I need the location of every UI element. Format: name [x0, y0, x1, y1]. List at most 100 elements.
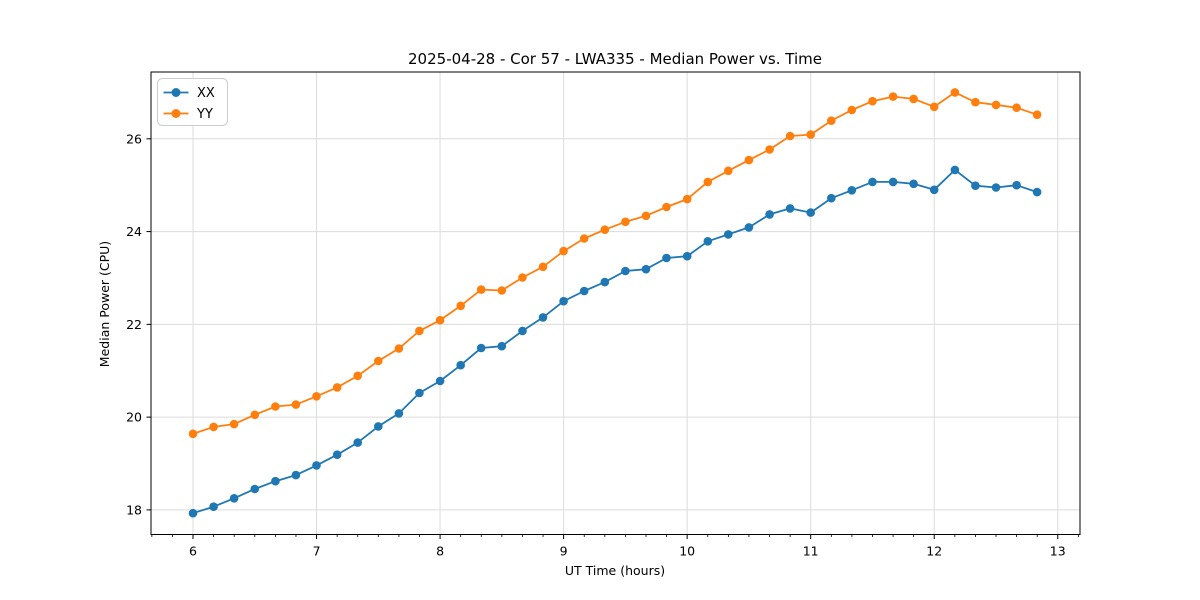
series-xx-marker: [229, 494, 239, 503]
legend: XX YY: [157, 78, 228, 126]
series-xx-marker: [188, 508, 198, 518]
x-tick-label: 10: [679, 544, 695, 559]
x-tick-label: 8: [436, 544, 444, 559]
series-xx-marker: [209, 502, 218, 512]
series-yy-marker: [991, 100, 1001, 110]
legend-marker-yy: [171, 109, 181, 118]
series-xx-marker: [847, 186, 857, 195]
x-axis-label: UT Time (hours): [565, 563, 665, 578]
series-yy-marker: [1012, 103, 1021, 112]
series-yy-marker: [312, 392, 321, 401]
series-xx-marker: [744, 223, 754, 232]
legend-label-yy: YY: [196, 107, 213, 122]
series-yy-marker: [456, 301, 466, 311]
series-yy-marker: [435, 315, 445, 325]
series-layer: [188, 88, 1042, 518]
legend-item-xx: XX: [163, 86, 215, 101]
series-xx-marker: [271, 476, 280, 486]
series-xx-marker: [250, 484, 260, 494]
series-xx-marker: [1012, 180, 1021, 190]
chart-title: 2025-04-28 - Cor 57 - LWA335 - Median Po…: [408, 50, 822, 68]
series-yy-marker: [497, 286, 507, 295]
series-yy-marker: [600, 225, 610, 234]
series-yy-marker: [724, 166, 733, 176]
series-xx-marker: [538, 313, 548, 322]
y-axis-label: Median Power (CPU): [97, 241, 112, 367]
legend-marker-xx: [171, 88, 181, 97]
x-tick-label: 11: [803, 544, 819, 559]
series-yy-marker: [332, 383, 342, 392]
x-tick-label: 13: [1050, 544, 1066, 559]
series-yy-marker: [662, 202, 671, 212]
series-yy-marker: [538, 262, 548, 272]
series-xx-marker: [765, 210, 774, 219]
y-tick-label: 18: [126, 502, 142, 517]
series-xx-marker: [291, 470, 301, 480]
series-yy-marker: [209, 422, 218, 432]
series-yy-marker: [888, 92, 898, 101]
series-yy-marker: [703, 177, 713, 187]
series-yy-marker: [1032, 110, 1042, 119]
x-tick-label: 6: [189, 544, 197, 559]
series-yy-marker: [806, 130, 815, 139]
series-xx-marker: [374, 422, 383, 431]
series-xx-marker: [1032, 187, 1042, 197]
series-xx-marker: [703, 237, 713, 246]
series-yy-marker: [909, 94, 918, 104]
series-xx-marker: [559, 296, 568, 306]
series-xx-marker: [497, 341, 507, 351]
y-tick-label: 22: [126, 317, 142, 332]
series-xx-marker: [456, 360, 466, 370]
series-xx-marker: [332, 450, 342, 460]
series-yy-marker: [229, 419, 239, 429]
series-yy-marker: [847, 105, 857, 115]
series-yy-marker: [827, 116, 836, 125]
series-yy-marker: [394, 344, 404, 353]
series-xx-marker: [476, 343, 486, 353]
series-xx-marker: [600, 277, 610, 287]
series-yy-marker: [641, 211, 651, 221]
series-xx-marker: [579, 286, 589, 296]
series-xx-marker: [435, 376, 445, 386]
series-xx-marker: [353, 438, 363, 447]
grid-layer: [151, 72, 1080, 535]
series-yy-marker: [868, 96, 877, 106]
series-yy-marker: [291, 400, 301, 409]
series-xx-marker: [312, 461, 321, 470]
series-xx-marker: [929, 185, 939, 195]
series-yy-marker: [476, 285, 486, 294]
x-tick-label: 9: [560, 544, 568, 559]
series-xx-marker: [641, 264, 651, 274]
legend-label-xx: XX: [197, 86, 215, 101]
series-xx-marker: [868, 177, 877, 187]
series-yy-marker: [682, 194, 692, 204]
series-xx-marker: [888, 177, 898, 187]
series-xx-marker: [950, 165, 960, 175]
series-xx-marker: [394, 409, 404, 418]
series-yy-marker: [744, 155, 754, 165]
series-yy-marker: [353, 371, 363, 381]
x-tick-label: 7: [313, 544, 321, 559]
series-xx-marker: [971, 181, 980, 190]
series-xx-line: [192, 169, 1038, 515]
series-xx-marker: [682, 251, 692, 261]
series-yy-marker: [415, 326, 424, 336]
legend-box: [157, 78, 228, 126]
series-xx-marker: [991, 183, 1001, 192]
series-yy-marker: [785, 131, 795, 141]
plot-area-border: [150, 71, 1081, 535]
x-tick-label: 12: [926, 544, 942, 559]
series-yy-marker: [950, 88, 960, 97]
legend-item-yy: YY: [163, 107, 213, 122]
series-xx-marker: [909, 179, 918, 189]
y-tick-label: 24: [126, 224, 142, 239]
series-xx-marker: [662, 253, 671, 263]
y-tick-label: 20: [126, 410, 142, 425]
series-xx-marker: [785, 204, 795, 213]
series-yy-marker: [374, 356, 383, 366]
y-tick-label: 26: [126, 131, 142, 146]
series-yy-marker: [518, 273, 527, 282]
series-xx-marker: [621, 266, 630, 276]
